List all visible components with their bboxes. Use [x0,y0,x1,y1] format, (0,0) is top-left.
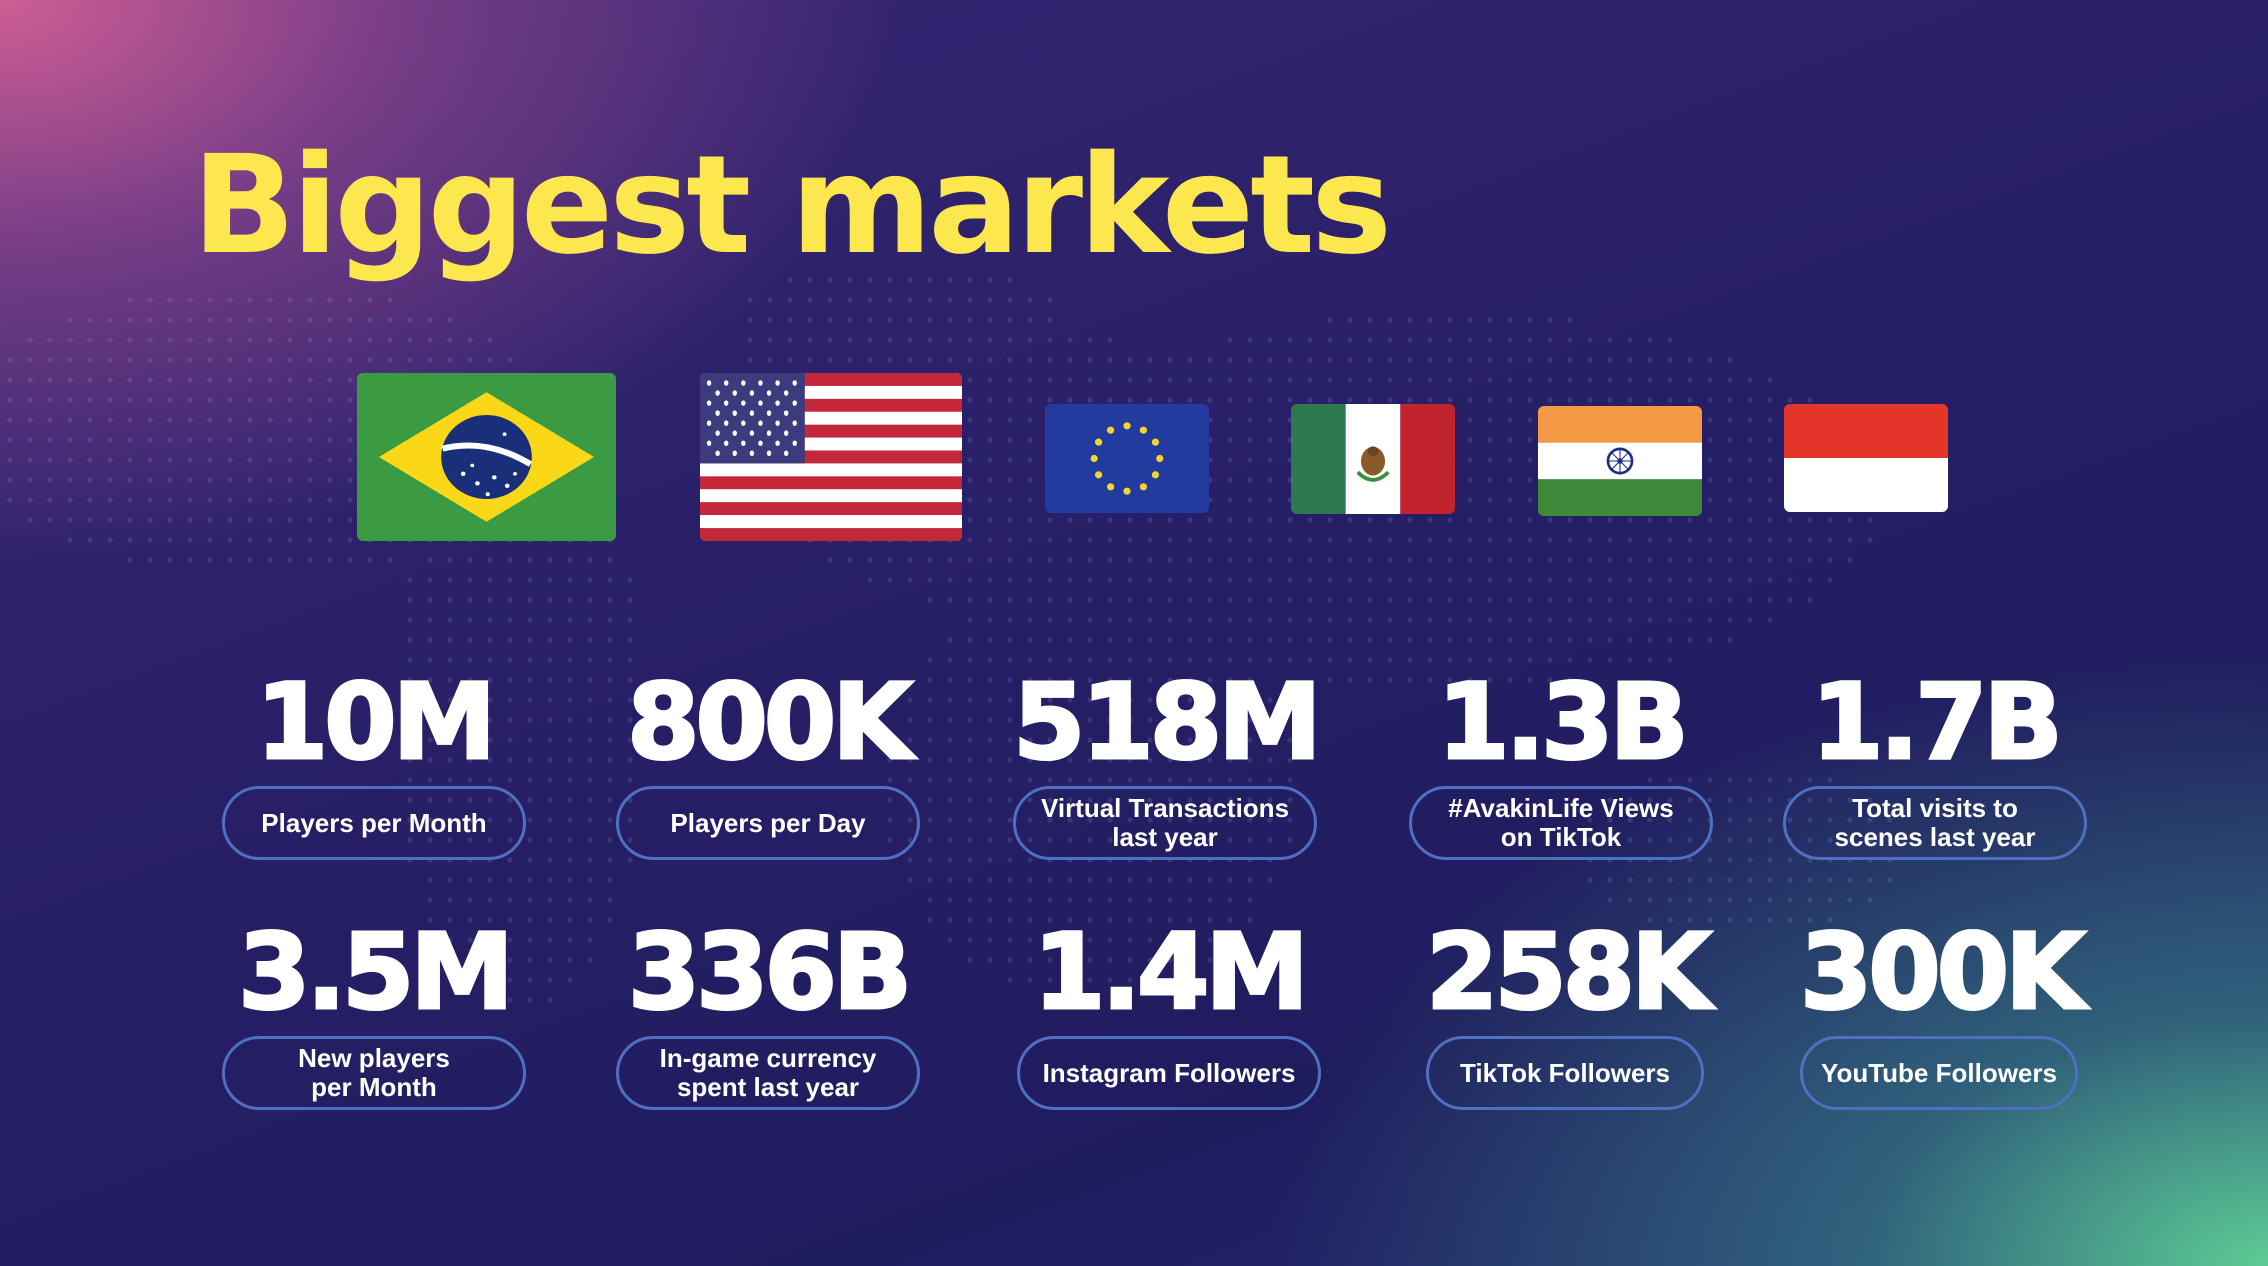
stat-label: New players per Month [222,1036,526,1110]
stat-new-players: 3.5M New players per Month [222,911,526,1110]
stat-value: 3.5M [237,911,516,1033]
stat-label: TikTok Followers [1426,1036,1704,1110]
stat-label: Total visits to scenes last year [1783,786,2087,860]
stat-tiktok-views: 1.3B #AvakinLife Views on TikTok [1409,661,1713,860]
stat-value: 518M [1012,661,1324,783]
indonesia-flag-icon [1784,404,1948,512]
stat-label: Virtual Transactions last year [1013,786,1317,860]
page-title: Biggest markets [192,127,1392,285]
india-flag-icon [1538,406,1702,516]
stat-value: 1.3B [1436,661,1691,783]
mexico-flag-icon [1291,404,1455,514]
stat-label: In-game currency spent last year [616,1036,920,1110]
eu-flag-icon [1045,404,1209,513]
stat-value: 10M [254,661,497,783]
brazil-flag-icon [357,373,616,541]
stat-players-per-day: 800K Players per Day [616,661,920,860]
stat-value: 336B [626,911,913,1033]
stat-label: Players per Day [616,786,920,860]
stat-virtual-transactions: 518M Virtual Transactions last year [1012,661,1324,860]
stat-youtube-followers: 300K YouTube Followers [1799,911,2088,1110]
stat-players-per-month: 10M Players per Month [222,661,526,860]
stat-label: Players per Month [222,786,526,860]
stat-value: 1.7B [1810,661,2065,783]
stat-value: 258K [1425,911,1714,1033]
stat-value: 800K [626,661,915,783]
stat-label: YouTube Followers [1800,1036,2078,1110]
stat-currency-spent: 336B In-game currency spent last year [616,911,920,1110]
stat-scene-visits: 1.7B Total visits to scenes last year [1783,661,2087,860]
us-flag-icon [700,373,962,541]
stat-value: 1.4M [1032,911,1311,1033]
stat-value: 300K [1799,911,2088,1033]
stat-tiktok-followers: 258K TikTok Followers [1425,911,1714,1110]
stat-label: Instagram Followers [1017,1036,1321,1110]
stat-label: #AvakinLife Views on TikTok [1409,786,1713,860]
stat-instagram-followers: 1.4M Instagram Followers [1017,911,1321,1110]
